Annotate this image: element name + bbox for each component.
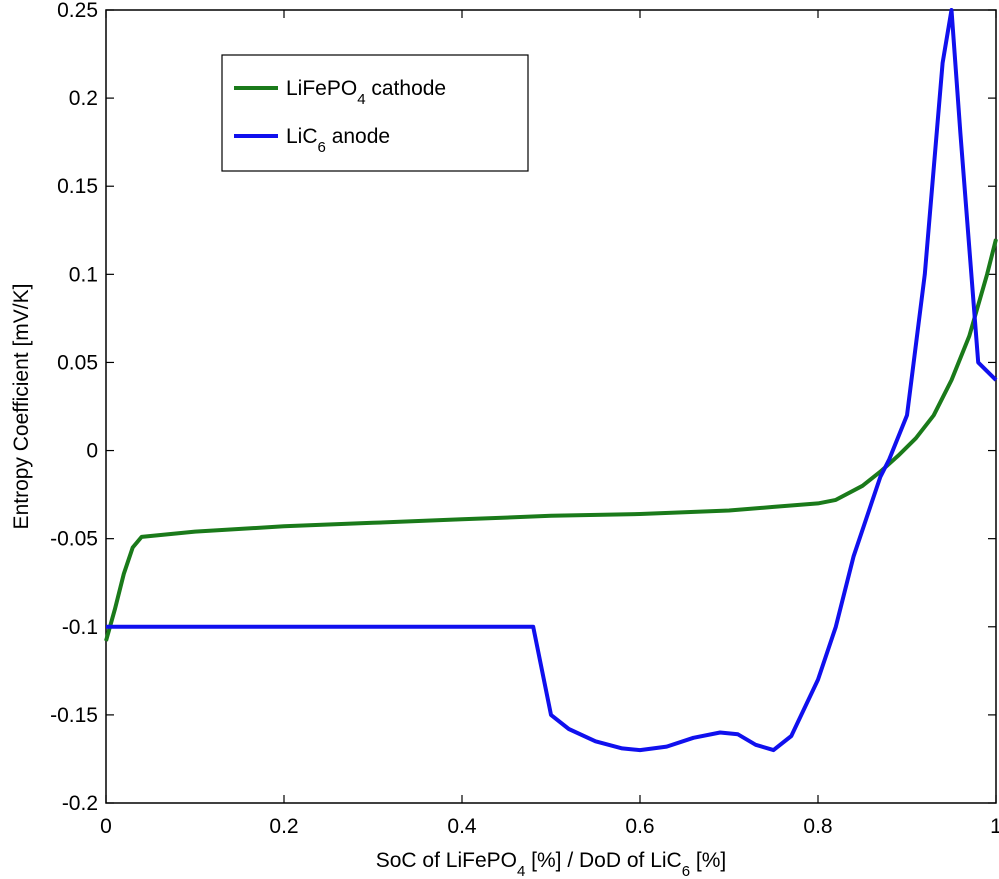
y-tick-label: -0.1 xyxy=(62,616,98,639)
series-lines xyxy=(104,8,998,753)
legend: LiFePO4 cathode LiC6 anode xyxy=(221,54,529,172)
y-axis-label: Entropy Coefficient [mV/K] xyxy=(10,284,33,530)
y-tick-label: 0.15 xyxy=(57,175,98,198)
series-line-0 xyxy=(104,238,998,642)
x-tick-label: 0.6 xyxy=(625,815,654,838)
y-tick-label: -0.15 xyxy=(50,704,98,727)
y-tick-label: 0.2 xyxy=(69,87,98,110)
x-tick-label: 0 xyxy=(100,815,112,838)
y-tick-label: 0 xyxy=(86,440,98,463)
x-tick-label: 0.4 xyxy=(447,815,477,838)
series-line-1 xyxy=(106,8,998,753)
legend-label-0: LiFePO4 cathode xyxy=(286,77,446,108)
y-tick-label: 0.25 xyxy=(57,0,98,22)
x-axis-label: SoC of LiFePO4 [%] / DoD of LiC6 [%] xyxy=(376,849,727,879)
y-tick-label: -0.05 xyxy=(50,528,98,551)
plot-frame xyxy=(105,9,997,804)
legend-box xyxy=(221,54,529,172)
y-tick-label: -0.2 xyxy=(62,792,98,815)
tick-labels: 0 0.2 0.4 0.6 0.8 1 -0.2 -0.15 -0.1 -0.05 0 0.05 0.1… xyxy=(50,0,999,838)
x-tick-label: 0.2 xyxy=(269,815,298,838)
legend-label-1: LiC6 anode xyxy=(286,125,390,156)
y-tick-label: 0.05 xyxy=(57,351,98,374)
x-tick-label: 1 xyxy=(990,815,999,838)
y-tick-label: 0.1 xyxy=(69,263,98,286)
x-tick-label: 0.8 xyxy=(803,815,832,838)
